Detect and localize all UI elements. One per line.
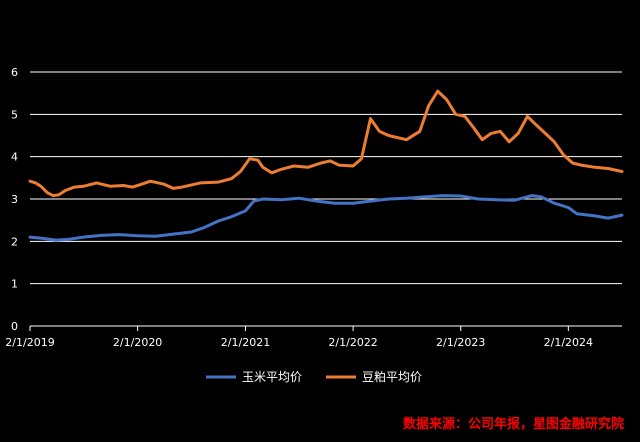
x-tick-label: 2/1/2023 bbox=[436, 336, 485, 349]
grid bbox=[30, 71, 622, 327]
y-tick-label: 1 bbox=[11, 278, 18, 291]
y-tick-label: 5 bbox=[11, 108, 18, 121]
y-tick-label: 0 bbox=[11, 320, 18, 333]
axes: 0 1 2 3 4 5 6 2/1/2019 2/1/2020 2/1/2021 2/1/2022 2… bbox=[5, 66, 622, 349]
series-line-corn bbox=[28, 194, 624, 242]
x-tick-label: 2/1/2022 bbox=[328, 336, 377, 349]
x-tick-label: 2/1/2019 bbox=[5, 336, 54, 349]
legend-label: 豆粕平均价 bbox=[362, 369, 422, 384]
y-tick-label: 2 bbox=[11, 235, 18, 248]
y-tick-label: 6 bbox=[11, 66, 18, 79]
series-line-soymeal bbox=[28, 89, 624, 198]
legend-label: 玉米平均价 bbox=[242, 370, 302, 384]
x-tick-label: 2/1/2021 bbox=[221, 336, 270, 349]
x-tick-label: 2/1/2020 bbox=[113, 336, 162, 349]
series-layer bbox=[28, 89, 624, 242]
source-note: 数据来源：公司年报，星图金融研究院 bbox=[403, 416, 624, 432]
y-tick-label: 3 bbox=[11, 193, 18, 206]
legend: 玉米平均价 豆粕平均价 bbox=[206, 369, 422, 384]
y-tick-label: 4 bbox=[11, 151, 18, 164]
x-tick-label: 2/1/2024 bbox=[544, 336, 593, 349]
